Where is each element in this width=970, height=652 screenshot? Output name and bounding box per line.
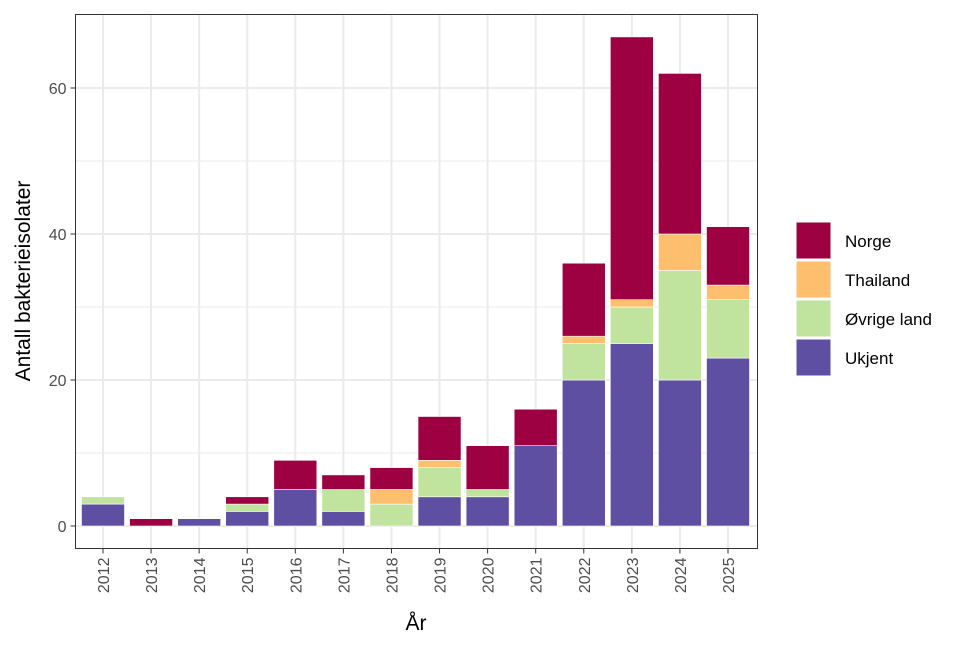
bar-segment-ukjent-2021 — [513, 445, 558, 527]
bar-segment-øvrige-land-2015 — [225, 503, 270, 512]
x-tick-label: 2019 — [433, 557, 450, 593]
axes: 0 20 40 60 2012 2013 2014 2015 2016 2017 2018 2019 2… — [49, 81, 738, 593]
x-tick-label: 2021 — [529, 557, 546, 593]
legend-key — [795, 338, 832, 377]
legend-key — [795, 221, 832, 260]
bar-segment-ukjent-2019 — [417, 496, 462, 527]
bar-segment-øvrige-land-2025 — [706, 299, 750, 359]
x-tick-label: 2024 — [673, 557, 690, 593]
bar-segment-øvrige-land-2012 — [81, 496, 125, 505]
bar-segment-ukjent-2012 — [81, 503, 125, 527]
legend-label: Norge — [845, 232, 891, 251]
bar-segment-norge-2019 — [417, 416, 462, 461]
bar-segment-ukjent-2020 — [465, 496, 510, 527]
bar-segment-norge-2023 — [610, 36, 654, 300]
x-tick-label: 2023 — [625, 557, 642, 593]
bar-segment-norge-2013 — [129, 518, 173, 527]
bar-segment-norge-2024 — [658, 73, 702, 235]
x-tick-label: 2014 — [192, 557, 209, 593]
legend-label: Thailand — [845, 271, 910, 290]
bar-segment-norge-2016 — [273, 459, 318, 490]
bar-segment-øvrige-land-2017 — [321, 489, 366, 512]
x-tick-label: 2015 — [240, 557, 257, 593]
grid — [75, 14, 758, 549]
bar-segment-norge-2015 — [225, 496, 270, 505]
x-axis-label: År — [406, 612, 427, 635]
x-tick-label: 2018 — [384, 557, 401, 593]
bars — [81, 36, 750, 527]
bar-segment-ukjent-2015 — [225, 511, 270, 527]
plot-background — [75, 14, 758, 549]
x-tick-label: 2016 — [288, 557, 305, 593]
bar-segment-øvrige-land-2024 — [658, 270, 702, 381]
y-axis-label: Antall bakterieisolater — [12, 181, 35, 382]
plot-border — [75, 14, 758, 549]
bar-segment-norge-2020 — [465, 445, 510, 490]
y-tick-label: 20 — [49, 373, 67, 390]
bar-segment-norge-2025 — [706, 226, 750, 286]
bar-segment-ukjent-2022 — [561, 379, 606, 527]
bar-segment-ukjent-2025 — [706, 357, 750, 527]
bar-segment-øvrige-land-2019 — [417, 467, 462, 498]
bar-segment-ukjent-2017 — [321, 511, 366, 527]
y-tick-label: 40 — [49, 227, 67, 244]
legend-label: Øvrige land — [845, 310, 932, 329]
bar-segment-thailand-2022 — [561, 335, 606, 344]
bar-segment-øvrige-land-2020 — [465, 489, 510, 498]
legend: Norge Thailand Øvrige land Ukjent — [795, 221, 932, 377]
bar-segment-ukjent-2016 — [273, 489, 318, 527]
bar-segment-ukjent-2024 — [658, 379, 702, 527]
bar-segment-norge-2018 — [369, 467, 414, 490]
bar-segment-thailand-2024 — [658, 233, 702, 271]
x-tick-label: 2013 — [144, 557, 161, 593]
bar-segment-øvrige-land-2022 — [561, 343, 606, 381]
legend-key — [795, 260, 832, 299]
x-tick-label: 2012 — [96, 557, 113, 593]
x-tick-label: 2020 — [481, 557, 498, 593]
bar-segment-øvrige-land-2018 — [369, 503, 414, 527]
y-tick-label: 60 — [49, 81, 67, 98]
bar-segment-thailand-2025 — [706, 284, 750, 301]
legend-label: Ukjent — [845, 349, 893, 368]
legend-key — [795, 299, 832, 338]
x-tick-label: 2022 — [577, 557, 594, 593]
bar-segment-thailand-2023 — [610, 299, 654, 308]
x-tick-label: 2025 — [721, 557, 738, 593]
bar-segment-ukjent-2014 — [177, 518, 221, 527]
bar-segment-norge-2021 — [513, 408, 558, 447]
bar-segment-norge-2017 — [321, 474, 366, 490]
bar-segment-norge-2022 — [561, 262, 606, 337]
y-tick-label: 0 — [58, 519, 67, 536]
bar-segment-øvrige-land-2023 — [610, 306, 654, 344]
x-tick-label: 2017 — [336, 557, 353, 593]
bar-segment-ukjent-2023 — [610, 343, 654, 527]
bar-segment-thailand-2018 — [369, 489, 414, 505]
bar-segment-thailand-2019 — [417, 459, 462, 468]
